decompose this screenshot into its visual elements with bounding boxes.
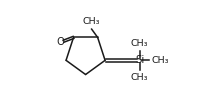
Text: CH₃: CH₃ (152, 56, 169, 65)
Text: O: O (56, 37, 64, 47)
Text: CH₃: CH₃ (131, 73, 148, 82)
Text: CH₃: CH₃ (83, 17, 100, 26)
Text: CH₃: CH₃ (131, 39, 148, 48)
Text: Si: Si (135, 55, 144, 65)
